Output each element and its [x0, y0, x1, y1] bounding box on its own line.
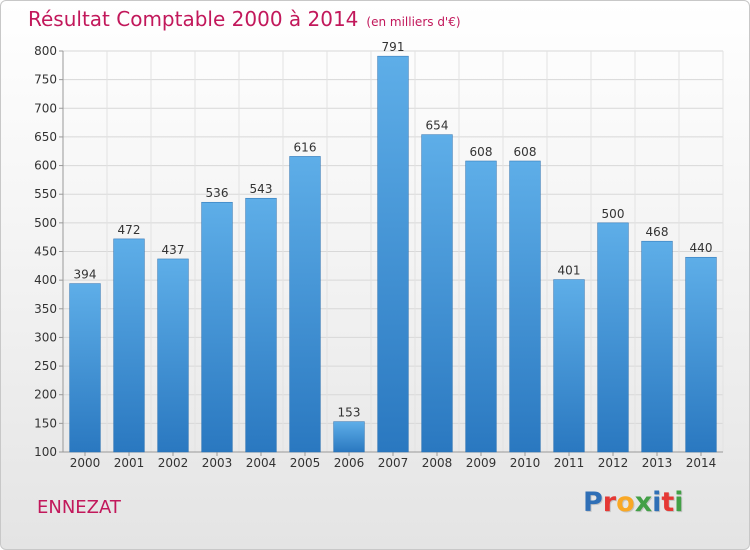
x-tick-label-2002: 2002 [158, 456, 189, 470]
bar-2010 [509, 160, 541, 453]
y-tick-label: 100 [34, 445, 57, 459]
logo-letter: r [602, 487, 617, 518]
y-tick-label: 500 [34, 216, 57, 230]
bar-2011 [553, 279, 585, 453]
logo-letter: P [583, 487, 603, 518]
data-label-2005: 616 [294, 140, 317, 154]
y-tick-label: 450 [34, 245, 57, 259]
logo-letter: x [634, 487, 653, 518]
logo-letter: t [661, 487, 675, 518]
bar-2013 [641, 240, 673, 453]
y-tick-label: 250 [34, 359, 57, 373]
data-label-2004: 543 [250, 182, 273, 196]
x-tick-label-2004: 2004 [246, 456, 277, 470]
x-tick-label-2013: 2013 [642, 456, 673, 470]
chart-title-text: Résultat Comptable 2000 à 2014 [28, 7, 359, 31]
bar-2008 [421, 134, 453, 453]
x-tick-label-2012: 2012 [598, 456, 629, 470]
logo-letter: o [616, 487, 635, 518]
bar-2005 [289, 156, 321, 453]
data-label-2012: 500 [602, 207, 625, 221]
y-tick-label: 600 [34, 159, 57, 173]
data-label-2002: 437 [162, 243, 185, 257]
proxiti-logo: Proxiti [583, 487, 684, 518]
label-layer: 394 2000 472 2001 437 2002 536 2003 543 2004 616 20… [70, 40, 717, 470]
bar-2009 [465, 160, 497, 453]
data-label-2006: 153 [338, 406, 361, 420]
data-label-2010: 608 [514, 145, 537, 159]
chart-subtitle: (en milliers d'€) [366, 15, 461, 29]
data-label-2011: 401 [558, 264, 581, 278]
x-tick-label-2006: 2006 [334, 456, 365, 470]
x-tick-label-2003: 2003 [202, 456, 233, 470]
y-tick-label: 550 [34, 187, 57, 201]
x-tick-label-2000: 2000 [70, 456, 101, 470]
bar-2001 [113, 238, 145, 453]
bar-2002 [157, 258, 189, 453]
x-tick-label-2007: 2007 [378, 456, 409, 470]
x-tick-label-2009: 2009 [466, 456, 497, 470]
y-tick-label: 150 [34, 416, 57, 430]
y-tick-label: 300 [34, 330, 57, 344]
bar-2014 [685, 256, 717, 453]
y-tick-label: 800 [34, 44, 57, 58]
bar-2000 [69, 283, 101, 453]
x-tick-label-2011: 2011 [554, 456, 585, 470]
bar-2004 [245, 197, 277, 453]
data-label-2008: 654 [426, 119, 449, 133]
x-tick-label-2005: 2005 [290, 456, 321, 470]
chart-title: Résultat Comptable 2000 à 2014 (en millie… [28, 7, 461, 31]
data-label-2009: 608 [470, 145, 493, 159]
x-tick-label-2010: 2010 [510, 456, 541, 470]
place-name: ENNEZAT [37, 497, 121, 518]
y-tick-label: 750 [34, 73, 57, 87]
bar-2003 [201, 201, 233, 453]
bar-2007 [377, 55, 409, 453]
x-tick-label-2001: 2001 [114, 456, 145, 470]
x-tick-label-2008: 2008 [422, 456, 453, 470]
data-label-2007: 791 [382, 40, 405, 54]
data-label-2000: 394 [74, 268, 97, 282]
data-label-2014: 440 [690, 241, 713, 255]
data-label-2003: 536 [206, 186, 229, 200]
bar-2006 [333, 421, 365, 453]
data-label-2013: 468 [646, 225, 669, 239]
x-tick-label-2014: 2014 [686, 456, 717, 470]
y-tick-label: 650 [34, 130, 57, 144]
logo-letter: i [652, 487, 662, 518]
y-tick-label: 700 [34, 101, 57, 115]
data-label-2001: 472 [118, 223, 141, 237]
y-tick-label: 350 [34, 302, 57, 316]
bar-2012 [597, 222, 629, 453]
y-tick-label: 200 [34, 388, 57, 402]
y-tick-label: 400 [34, 273, 57, 287]
bar-layer [69, 55, 717, 453]
logo-letter: i [674, 487, 684, 518]
